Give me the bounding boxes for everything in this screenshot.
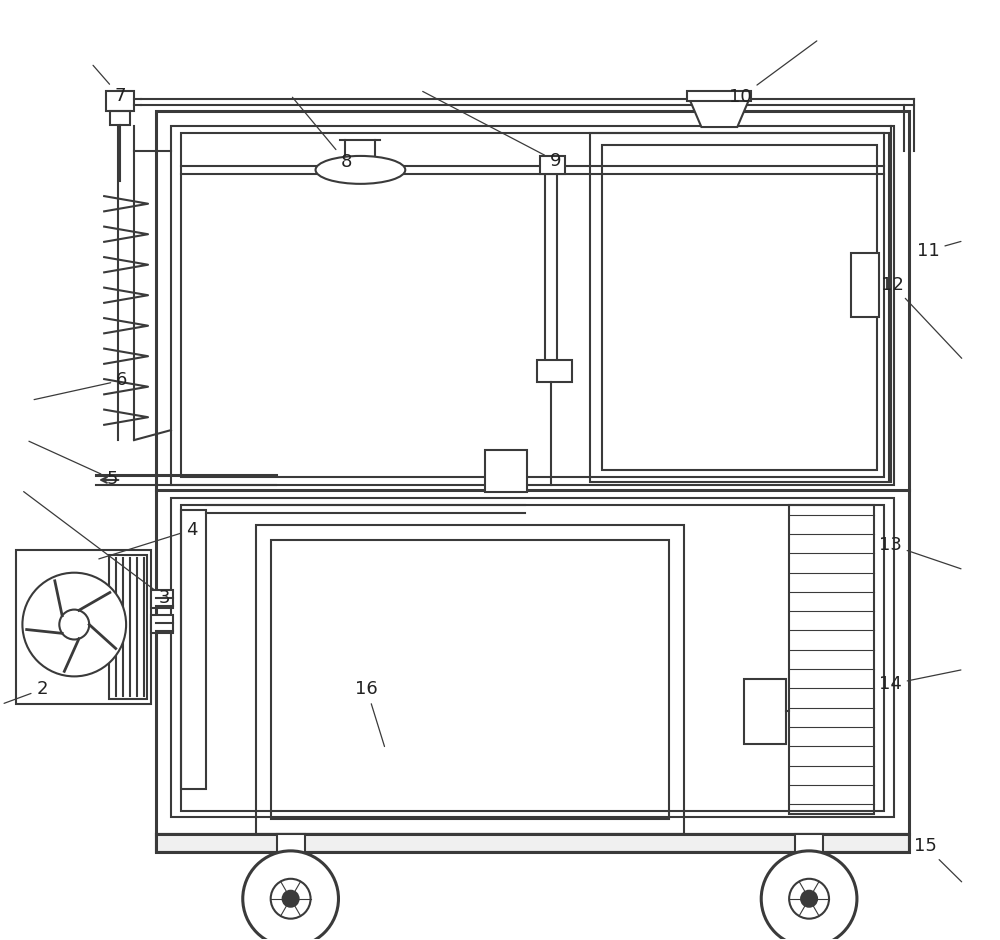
Circle shape xyxy=(283,891,299,907)
Bar xyxy=(16,550,151,704)
Text: 3: 3 xyxy=(24,492,171,606)
Bar xyxy=(156,834,909,852)
Circle shape xyxy=(789,879,829,918)
Bar xyxy=(156,834,909,852)
Bar xyxy=(171,126,894,485)
Bar xyxy=(110,111,130,125)
Bar xyxy=(181,505,884,811)
Text: 13: 13 xyxy=(879,536,961,569)
Text: 10: 10 xyxy=(729,41,817,106)
Bar xyxy=(590,133,889,482)
Bar xyxy=(789,505,874,814)
Bar xyxy=(602,145,877,470)
Circle shape xyxy=(22,572,126,677)
Text: 6: 6 xyxy=(34,371,128,400)
Bar xyxy=(540,156,565,174)
Bar xyxy=(687,91,751,102)
Text: 16: 16 xyxy=(355,681,385,746)
Bar xyxy=(151,589,173,607)
Bar xyxy=(795,834,823,854)
Bar xyxy=(271,540,669,819)
Text: 11: 11 xyxy=(917,242,961,259)
Ellipse shape xyxy=(316,156,405,184)
Bar xyxy=(109,555,147,699)
Bar xyxy=(181,133,884,477)
Bar xyxy=(256,525,684,834)
Text: 7: 7 xyxy=(93,65,126,105)
Circle shape xyxy=(761,851,857,940)
Circle shape xyxy=(59,609,89,639)
Text: 15: 15 xyxy=(914,837,962,882)
Text: 2: 2 xyxy=(4,681,48,703)
Bar xyxy=(851,253,879,318)
Bar xyxy=(171,498,894,817)
Text: 8: 8 xyxy=(292,97,352,171)
Text: 12: 12 xyxy=(881,275,962,358)
Circle shape xyxy=(271,879,311,918)
Text: 4: 4 xyxy=(99,521,197,559)
Text: 1: 1 xyxy=(0,939,1,940)
Bar xyxy=(537,360,572,383)
Bar xyxy=(151,615,173,633)
Bar xyxy=(744,680,786,744)
Bar xyxy=(156,111,909,834)
Circle shape xyxy=(801,891,817,907)
Polygon shape xyxy=(689,99,749,127)
Bar xyxy=(277,834,305,854)
Bar xyxy=(181,509,206,789)
Circle shape xyxy=(243,851,338,940)
Bar xyxy=(106,91,134,111)
Bar xyxy=(485,450,527,492)
Text: 5: 5 xyxy=(29,441,118,488)
Text: 14: 14 xyxy=(879,670,961,694)
Text: 9: 9 xyxy=(423,91,561,170)
